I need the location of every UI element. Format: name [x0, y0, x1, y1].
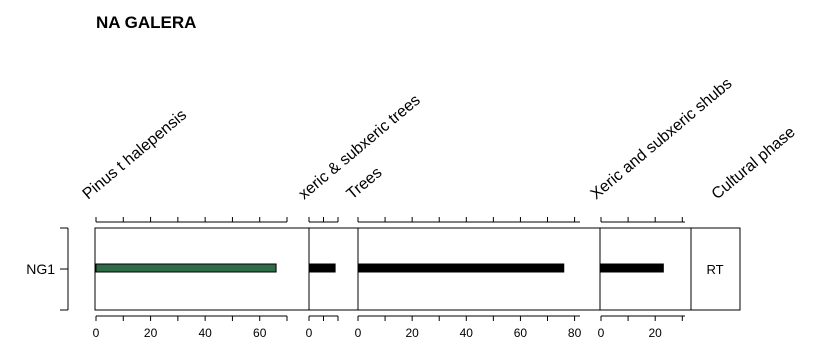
panel-label: Pinus t halepensis: [80, 107, 190, 203]
chart-title: NA GALERA: [96, 13, 196, 32]
cultural-phase-value: RT: [706, 262, 723, 277]
tick-label: 0: [355, 326, 362, 340]
tick-label: 0: [598, 326, 605, 340]
bar: [95, 263, 277, 273]
tick-label: 20: [144, 326, 158, 340]
row-axis: NG1: [26, 227, 69, 311]
tick-label: 0: [93, 326, 100, 340]
panel-label: Trees: [344, 164, 386, 203]
bar: [308, 263, 336, 273]
tick-label: 80: [568, 326, 582, 340]
tick-label: 20: [405, 326, 419, 340]
cultural-phase-label: Cultural phase: [709, 124, 799, 203]
cultural-phase-panel: RT Cultural phase: [690, 124, 799, 311]
bar: [600, 263, 664, 273]
tick-label: 60: [253, 326, 267, 340]
panel-label: Xeric and subxeric shubs: [588, 75, 736, 203]
tick-label: 40: [460, 326, 474, 340]
tick-label: 40: [198, 326, 212, 340]
cultural-phase-box: [690, 227, 741, 311]
tick-label: 0: [306, 326, 313, 340]
row-label: NG1: [26, 261, 55, 277]
bar: [357, 263, 565, 273]
tick-label: 60: [514, 326, 528, 340]
tick-label: 20: [649, 326, 663, 340]
